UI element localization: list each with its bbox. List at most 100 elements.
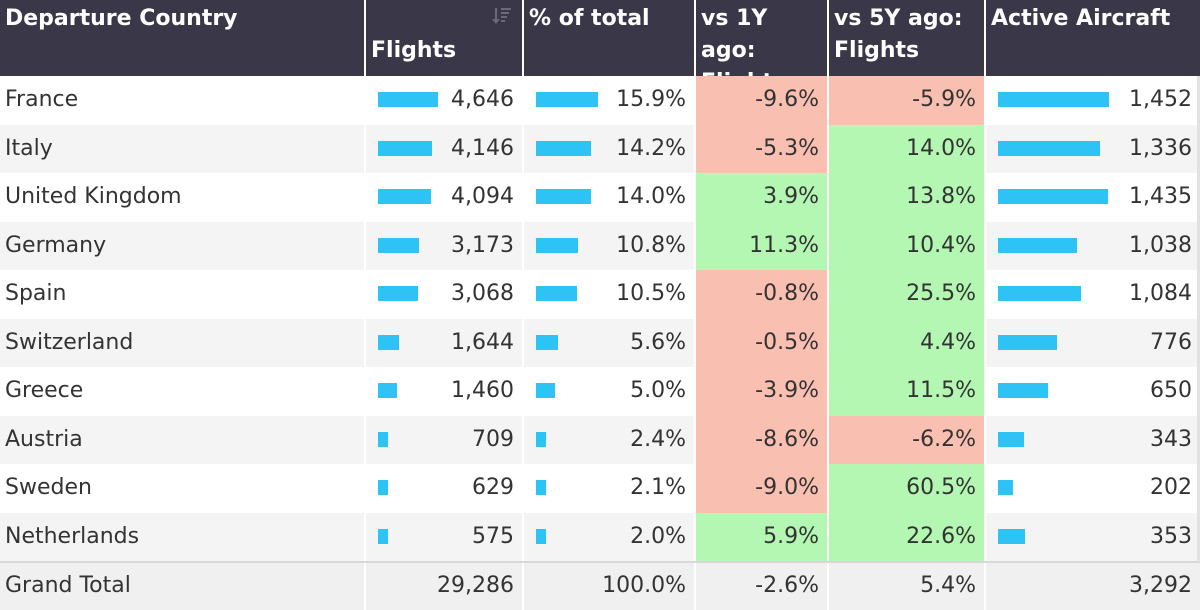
country-cell-value: Switzerland <box>5 329 134 355</box>
pct-total-bar <box>536 334 558 350</box>
country-cell-value: Sweden <box>5 475 92 500</box>
table-row[interactable]: Sweden 629 2.1% -9.0% 60.5% 202 <box>0 464 1200 513</box>
sort-descending-icon[interactable] <box>492 6 512 26</box>
flights-bar <box>378 92 438 107</box>
flights-bar <box>378 383 397 398</box>
country-cell-value: United Kingdom <box>5 184 182 209</box>
column-header-pct-total[interactable]: % of total <box>524 0 696 99</box>
flights-cell-value: 575 <box>472 523 514 549</box>
flights-cell: 629 <box>366 464 524 513</box>
flights-bar <box>378 431 388 447</box>
total-flights: 29,286 <box>366 563 524 610</box>
table-row[interactable]: Austria 709 2.4% -8.6% -6.2% 343 <box>0 415 1200 465</box>
vs1y-cell: -9.0% <box>696 464 829 513</box>
vertical-scrollbar[interactable] <box>1197 76 1200 562</box>
table-header: Departure Country Flights % of total vs … <box>0 0 1200 99</box>
vs1y-cell: -8.6% <box>696 415 829 464</box>
table-body: France 4,646 15.9% -9.6% -5.9% 1,452 Italy 4,14… <box>0 76 1200 561</box>
table-row[interactable]: Italy 4,146 14.2% -5.3% 14.0% 1,336 <box>0 124 1200 173</box>
country-cell: Netherlands <box>0 512 366 561</box>
country-cell: Greece <box>0 367 366 416</box>
pct-total-cell: 10.5% <box>524 270 696 319</box>
vs5y-cell-value: 25.5% <box>906 281 976 306</box>
active-aircraft-cell: 650 <box>986 367 1200 416</box>
grand-total-label: Grand Total <box>0 563 366 610</box>
active-aircraft-cell: 1,452 <box>986 76 1200 125</box>
table-row[interactable]: Switzerland 1,644 5.6% -0.5% 4.4% 776 <box>0 318 1200 367</box>
pct-total-cell: 2.0% <box>524 512 696 561</box>
vs1y-cell: -9.6% <box>696 76 829 125</box>
pct-total-cell-value: 10.8% <box>616 232 686 258</box>
pct-total-cell: 10.8% <box>524 221 696 270</box>
vs1y-cell-value: 11.3% <box>749 232 819 258</box>
active-aircraft-cell: 353 <box>986 513 1200 562</box>
pct-total-cell-value: 2.0% <box>630 523 686 549</box>
country-cell-value: France <box>5 87 79 112</box>
country-cell: Spain <box>0 270 366 319</box>
vs5y-cell: 60.5% <box>829 464 986 513</box>
vs1y-cell-value: -3.9% <box>755 378 819 403</box>
table-row[interactable]: Spain 3,068 10.5% -0.8% 25.5% 1,084 <box>0 270 1200 319</box>
flights-cell-value: 1,644 <box>451 329 514 355</box>
column-header-departure-country[interactable]: Departure Country <box>0 0 366 99</box>
country-cell: France <box>0 76 366 125</box>
flights-cell: 1,644 <box>366 318 524 367</box>
vs5y-cell-value: 13.8% <box>906 184 976 209</box>
flights-cell: 4,146 <box>366 124 524 173</box>
pct-total-bar <box>536 237 578 253</box>
pct-total-cell: 2.1% <box>524 464 696 513</box>
vs5y-cell-value: -6.2% <box>912 426 976 452</box>
pct-total-cell-value: 10.5% <box>616 281 686 306</box>
table-row[interactable]: France 4,646 15.9% -9.6% -5.9% 1,452 <box>0 76 1200 125</box>
column-header-vs-5y[interactable]: vs 5Y ago: Flights <box>829 0 986 99</box>
column-header-flights[interactable]: Flights <box>366 0 524 99</box>
vs1y-cell-value: 3.9% <box>763 184 819 209</box>
active-aircraft-cell-value: 1,084 <box>1129 281 1192 306</box>
active-aircraft-cell-value: 1,452 <box>1129 87 1192 112</box>
active-aircraft-bar <box>998 189 1108 204</box>
flights-cell: 1,460 <box>366 367 524 416</box>
active-aircraft-cell-value: 1,336 <box>1129 135 1192 161</box>
vs1y-cell-value: -5.3% <box>755 135 819 161</box>
active-aircraft-cell: 1,435 <box>986 173 1200 222</box>
country-cell: Austria <box>0 415 366 464</box>
flights-cell: 709 <box>366 415 524 464</box>
vs5y-cell-value: 4.4% <box>920 329 976 355</box>
country-cell-value: Netherlands <box>5 523 140 549</box>
table-row[interactable]: United Kingdom 4,094 14.0% 3.9% 13.8% 1,435 <box>0 173 1200 222</box>
pct-total-cell-value: 2.4% <box>630 426 686 452</box>
table-row[interactable]: Germany 3,173 10.8% 11.3% 10.4% 1,038 <box>0 221 1200 270</box>
pct-total-cell: 14.0% <box>524 173 696 222</box>
vs1y-cell-value: -9.6% <box>755 87 819 112</box>
active-aircraft-bar <box>998 286 1081 301</box>
flights-cell: 4,094 <box>366 173 524 222</box>
active-aircraft-cell: 343 <box>986 416 1200 465</box>
active-aircraft-bar <box>998 383 1048 398</box>
active-aircraft-cell-value: 202 <box>1150 475 1192 500</box>
table-row[interactable]: Netherlands 575 2.0% 5.9% 22.6% 353 <box>0 512 1200 562</box>
active-aircraft-bar <box>998 528 1025 544</box>
pct-total-cell: 14.2% <box>524 124 696 173</box>
flights-bar <box>378 528 388 544</box>
pct-total-cell-value: 2.1% <box>630 475 686 500</box>
table-row[interactable]: Greece 1,460 5.0% -3.9% 11.5% 650 <box>0 367 1200 416</box>
flights-cell: 3,173 <box>366 221 524 270</box>
flights-cell-value: 3,068 <box>451 281 514 306</box>
vs1y-cell: -0.5% <box>696 318 829 367</box>
pct-total-cell: 15.9% <box>524 76 696 125</box>
column-header-active-aircraft[interactable]: Active Aircraft <box>991 6 1171 31</box>
pct-total-bar <box>536 480 546 495</box>
active-aircraft-cell: 1,084 <box>986 270 1200 319</box>
country-cell-value: Austria <box>5 426 83 452</box>
grand-total-row: Grand Total 29,286 100.0% -2.6% 5.4% 3,2… <box>0 561 1200 610</box>
vs1y-cell-value: 5.9% <box>763 523 819 549</box>
vs5y-cell-value: -5.9% <box>912 87 976 112</box>
active-aircraft-cell-value: 353 <box>1150 523 1192 549</box>
pct-total-cell-value: 15.9% <box>616 87 686 112</box>
pct-total-bar <box>536 528 546 544</box>
vs5y-cell: 10.4% <box>829 221 986 270</box>
flights-cell: 575 <box>366 512 524 561</box>
vs5y-cell-value: 22.6% <box>906 523 976 549</box>
active-aircraft-cell-value: 650 <box>1150 378 1192 403</box>
flights-bar <box>378 480 388 495</box>
